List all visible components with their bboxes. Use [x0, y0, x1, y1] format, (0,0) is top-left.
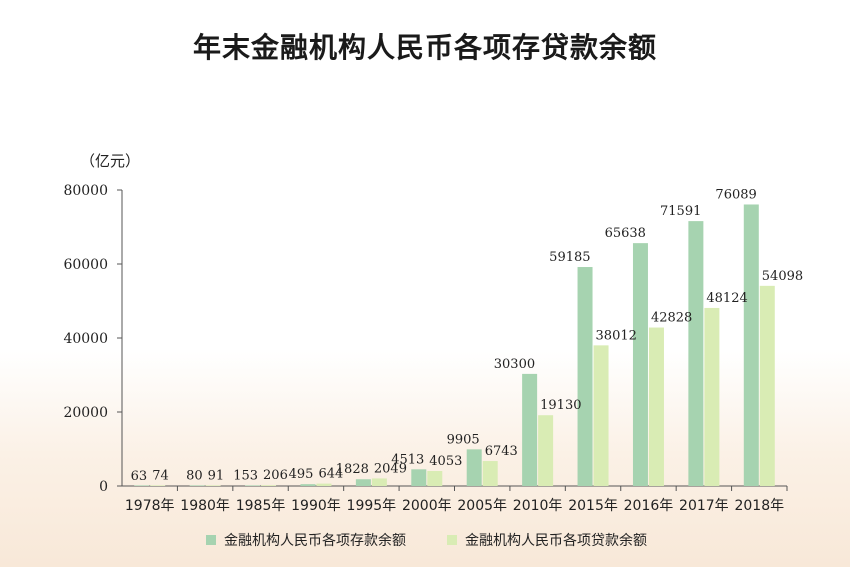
data-label-loan: 206 [263, 468, 288, 483]
legend-swatch [206, 535, 216, 545]
bar-loan [316, 483, 332, 486]
data-label-loan: 48124 [706, 291, 747, 306]
data-label-deposit: 30300 [494, 357, 535, 372]
data-label-deposit: 63 [131, 469, 148, 484]
data-label-deposit: 65638 [605, 226, 646, 241]
bar-deposit [134, 485, 150, 486]
x-tick-label: 1980年 [180, 498, 230, 514]
data-label-loan: 644 [318, 467, 343, 482]
x-tick-label: 2000年 [402, 498, 452, 514]
x-tick-label: 2016年 [624, 498, 674, 514]
data-label-loan: 6743 [485, 444, 518, 459]
bar-loan [704, 307, 720, 486]
data-label-loan: 2049 [374, 461, 407, 476]
data-label-loan: 54098 [762, 269, 803, 284]
x-tick-label: 2017年 [679, 498, 729, 514]
bar-loan [261, 485, 277, 486]
data-label-deposit: 9905 [447, 432, 480, 447]
x-tick-label: 2015年 [568, 498, 618, 514]
x-tick-label: 2005年 [457, 498, 507, 514]
data-label-loan: 38012 [596, 328, 637, 343]
bar-deposit [577, 267, 593, 486]
bar-deposit [300, 484, 316, 486]
bar-loan [427, 471, 443, 486]
bar-deposit [466, 449, 482, 486]
bar-deposit [688, 221, 704, 487]
bar-deposit [189, 485, 205, 486]
data-label-loan: 91 [208, 469, 225, 484]
data-label-deposit: 80 [186, 469, 203, 484]
legend-label: 金融机构人民币各项存款余额 [224, 532, 406, 549]
data-label-deposit: 59185 [549, 250, 590, 265]
y-tick-label: 40000 [63, 331, 108, 347]
bar-deposit [632, 243, 648, 486]
legend-label: 金融机构人民币各项贷款余额 [465, 532, 647, 549]
x-tick-label: 1985年 [236, 498, 286, 514]
x-tick-label: 1978年 [125, 498, 175, 514]
x-tick-label: 2010年 [513, 498, 563, 514]
bars [134, 204, 775, 487]
y-tick-label: 80000 [63, 183, 108, 199]
legend-swatch [447, 535, 457, 545]
y-tick-label: 20000 [63, 405, 108, 421]
y-tick-label: 0 [99, 479, 108, 495]
bar-deposit [355, 479, 371, 486]
y-tick-label: 60000 [63, 257, 108, 273]
data-label-deposit: 4513 [391, 452, 424, 467]
data-label-deposit: 153 [233, 468, 258, 483]
bar-deposit [522, 373, 538, 486]
data-label-deposit: 1828 [336, 462, 369, 477]
x-tick-label: 1995年 [347, 498, 397, 514]
x-tick-label: 2018年 [734, 498, 784, 514]
bar-deposit [743, 204, 759, 486]
bar-deposit [411, 469, 427, 486]
bar-loan [538, 415, 554, 486]
data-label-deposit: 495 [289, 467, 314, 482]
axes: 0 20000 40000 60000 80000 （亿元） 1978年 1980年 1985年… [63, 152, 788, 514]
bar-loan [205, 485, 221, 486]
data-label-deposit: 76089 [715, 187, 756, 202]
data-label-loan: 4053 [429, 454, 462, 469]
chart-title: 年末金融机构人民币各项存贷款余额 [192, 31, 657, 64]
data-label-loan: 74 [152, 469, 169, 484]
data-label-loan: 42828 [651, 311, 692, 326]
x-tick-label: 1990年 [291, 498, 341, 514]
legend: 金融机构人民币各项存款余额 金融机构人民币各项贷款余额 [206, 532, 647, 549]
bar-loan [648, 327, 664, 486]
data-label-loan: 19130 [540, 398, 581, 413]
bar-loan [371, 478, 387, 486]
data-label-deposit: 71591 [660, 204, 701, 219]
bar-loan [759, 285, 775, 486]
bar-loan [482, 461, 498, 486]
bar-deposit [245, 485, 261, 486]
bar-loan [150, 485, 166, 486]
y-axis-unit-label: （亿元） [80, 152, 140, 170]
bar-loan [593, 345, 609, 486]
